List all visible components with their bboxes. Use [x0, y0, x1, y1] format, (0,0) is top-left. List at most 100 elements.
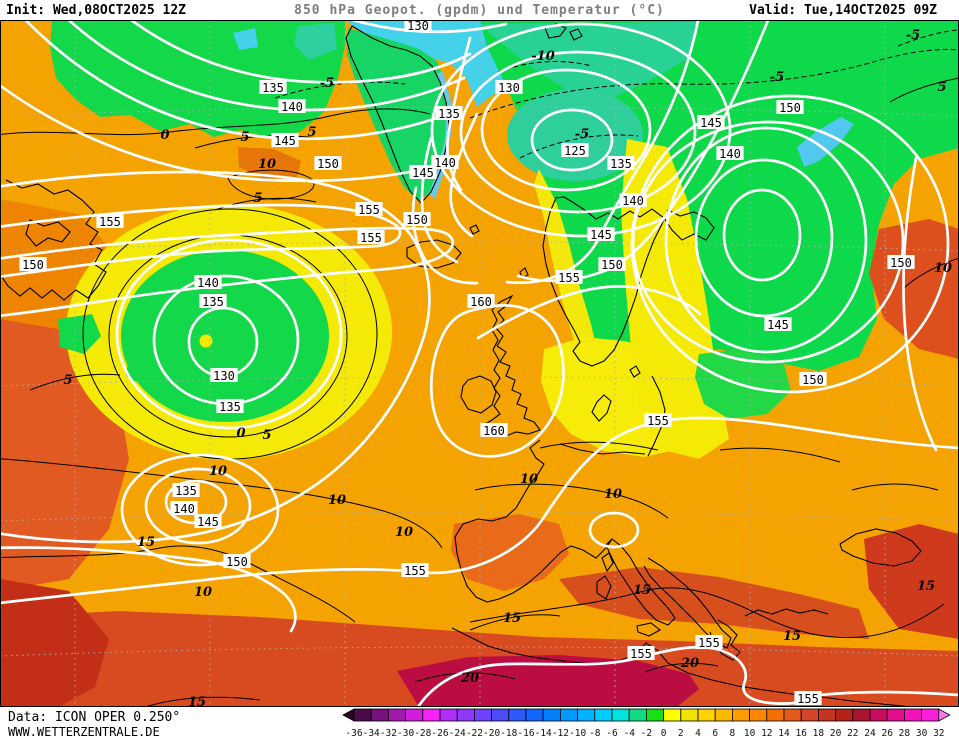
geopotential-label-box: [480, 423, 508, 437]
geopotential-label-box: [764, 317, 792, 331]
geopotential-label: 135: [175, 484, 197, 498]
geopotential-contours: [0, 8, 959, 709]
colorbar-cell: [439, 708, 458, 722]
colorbar-tick-label: -14: [535, 728, 552, 739]
data-source-label: Data: ICON OPER 0.250°: [8, 710, 181, 725]
geopotential-label: 135: [219, 400, 241, 414]
colorbar-cell: [577, 708, 596, 722]
colorbar-tick-label: 32: [933, 728, 944, 739]
geopotential-label: 160: [483, 424, 505, 438]
geopotential-contour-labels: 1301351401451501351401451551501551551501…: [19, 18, 915, 706]
geopotential-label: 135: [262, 81, 284, 95]
temperature-label: 15: [188, 695, 206, 707]
geopotential-label-box: [271, 133, 299, 147]
geopotential-label: 155: [698, 636, 720, 650]
temperature-label: 5: [307, 125, 316, 140]
geopotential-label: 160: [470, 295, 492, 309]
temperature-label: 10: [934, 261, 952, 276]
geopotential-label: 145: [274, 134, 296, 148]
colorbar-cell: [697, 708, 716, 722]
geopotential-label: 140: [434, 156, 456, 170]
footer-bar: Data: ICON OPER 0.250° WWW.WETTERZENTRAL…: [0, 707, 959, 741]
geopotential-label-box: [587, 227, 615, 241]
temperature-label: 5: [63, 373, 72, 388]
geopotential-label: 155: [99, 215, 121, 229]
geopotential-label: 130: [407, 20, 429, 33]
temperature-label: 15: [917, 579, 935, 594]
geopotential-label-box: [210, 368, 238, 382]
geopotential-label-box: [435, 106, 463, 120]
temperature-label: -5: [575, 127, 589, 142]
geopotential-label: 145: [590, 228, 612, 242]
geopotential-label: 145: [700, 116, 722, 130]
chart-title: 850 hPa Geopot. (gpdm) und Temperatur (°…: [294, 2, 665, 18]
geopotential-label-box: [467, 294, 495, 308]
geopotential-label-box: [644, 413, 672, 427]
colorbar-cell: [628, 708, 647, 722]
colorbar-tick-label: 18: [813, 728, 825, 739]
temperature-label: 5: [240, 130, 249, 145]
colorbar-right-arrow: [938, 708, 951, 722]
geopotential-label: 140: [281, 100, 303, 114]
colorbar-cell: [422, 708, 441, 722]
geopotential-label: 145: [197, 515, 219, 529]
geopotential-label: 130: [498, 81, 520, 95]
geopotential-label: 155: [404, 564, 426, 578]
temperature-label: 10: [395, 525, 413, 540]
temperature-label: 20: [680, 656, 699, 671]
colorbar-cell: [542, 708, 561, 722]
colorbar-tick-label: 26: [881, 728, 893, 739]
graticule: [0, 20, 959, 707]
colorbar-cell: [835, 708, 854, 722]
map-area: 130 135 140 145 150 135 140 145 155 150 155 155 150 1…: [0, 8, 959, 710]
geopotential-label: 145: [767, 318, 789, 332]
colorbar-tick-label: 0: [661, 728, 667, 739]
colorbar-cell: [749, 708, 768, 722]
geopotential-label-box: [223, 554, 251, 568]
colorbar-cell: [456, 708, 475, 722]
colorbar-cell: [766, 708, 785, 722]
temperature-label: -5: [320, 76, 334, 91]
geopotential-label: 140: [719, 147, 741, 161]
colorbar-left-arrow: [342, 708, 355, 722]
temperature-label: 5: [262, 428, 271, 443]
geopotential-label: 140: [173, 502, 195, 516]
colorbar-tick-label: 24: [864, 728, 876, 739]
colorbar-tick-label: -30: [397, 728, 414, 739]
colorbar-cell: [491, 708, 510, 722]
colorbar-tick-label: 16: [795, 728, 807, 739]
temperature-label: 10: [209, 464, 227, 479]
colorbar-tick-label: 6: [712, 728, 718, 739]
geopotential-label: 150: [779, 101, 801, 115]
geopotential-label-box: [799, 372, 827, 386]
colorbar-cell: [714, 708, 733, 722]
colorbar-tick-label: 28: [899, 728, 911, 739]
init-time-label: Init: Wed,08OCT2025 12Z: [6, 2, 187, 18]
colorbar-tick-label: 12: [761, 728, 772, 739]
geopotential-label-box: [355, 202, 383, 216]
geopotential-label-box: [194, 275, 222, 289]
colorbar-cell: [353, 708, 372, 722]
temperature-colorbar: -36 -34 -32 -30 -28 -26 -24 -22 -20 -18 -16 -14 -12-…: [341, 707, 957, 741]
geopotential-label-box: [887, 255, 915, 269]
temperature-label: 10: [258, 157, 276, 172]
geopotential-label-box: [695, 635, 723, 649]
geopotential-label: 155: [647, 414, 669, 428]
colorbar-tick-label: -24: [449, 728, 466, 739]
geopotential-label-box: [561, 143, 589, 157]
colorbar-cell: [388, 708, 407, 722]
temperature-label: 10: [520, 472, 538, 487]
colorbar-tick-label: 22: [847, 728, 858, 739]
website-label: WWW.WETTERZENTRALE.DE: [8, 725, 160, 739]
colorbar-cell: [405, 708, 424, 722]
colorbar-tick-label: -20: [483, 728, 500, 739]
colorbar-cell: [594, 708, 613, 722]
temperature-label: 10: [328, 493, 346, 508]
geopotential-label-box: [216, 399, 244, 413]
geopotential-label-box: [716, 146, 744, 160]
temperature-label: -5: [906, 28, 920, 43]
colorbar-tick-label: 8: [730, 728, 736, 739]
colorbar-svg: -36 -34 -32 -30 -28 -26 -24 -22 -20 -18 -16 -14 -12-…: [342, 708, 951, 739]
colorbar-tick-label: 20: [830, 728, 842, 739]
